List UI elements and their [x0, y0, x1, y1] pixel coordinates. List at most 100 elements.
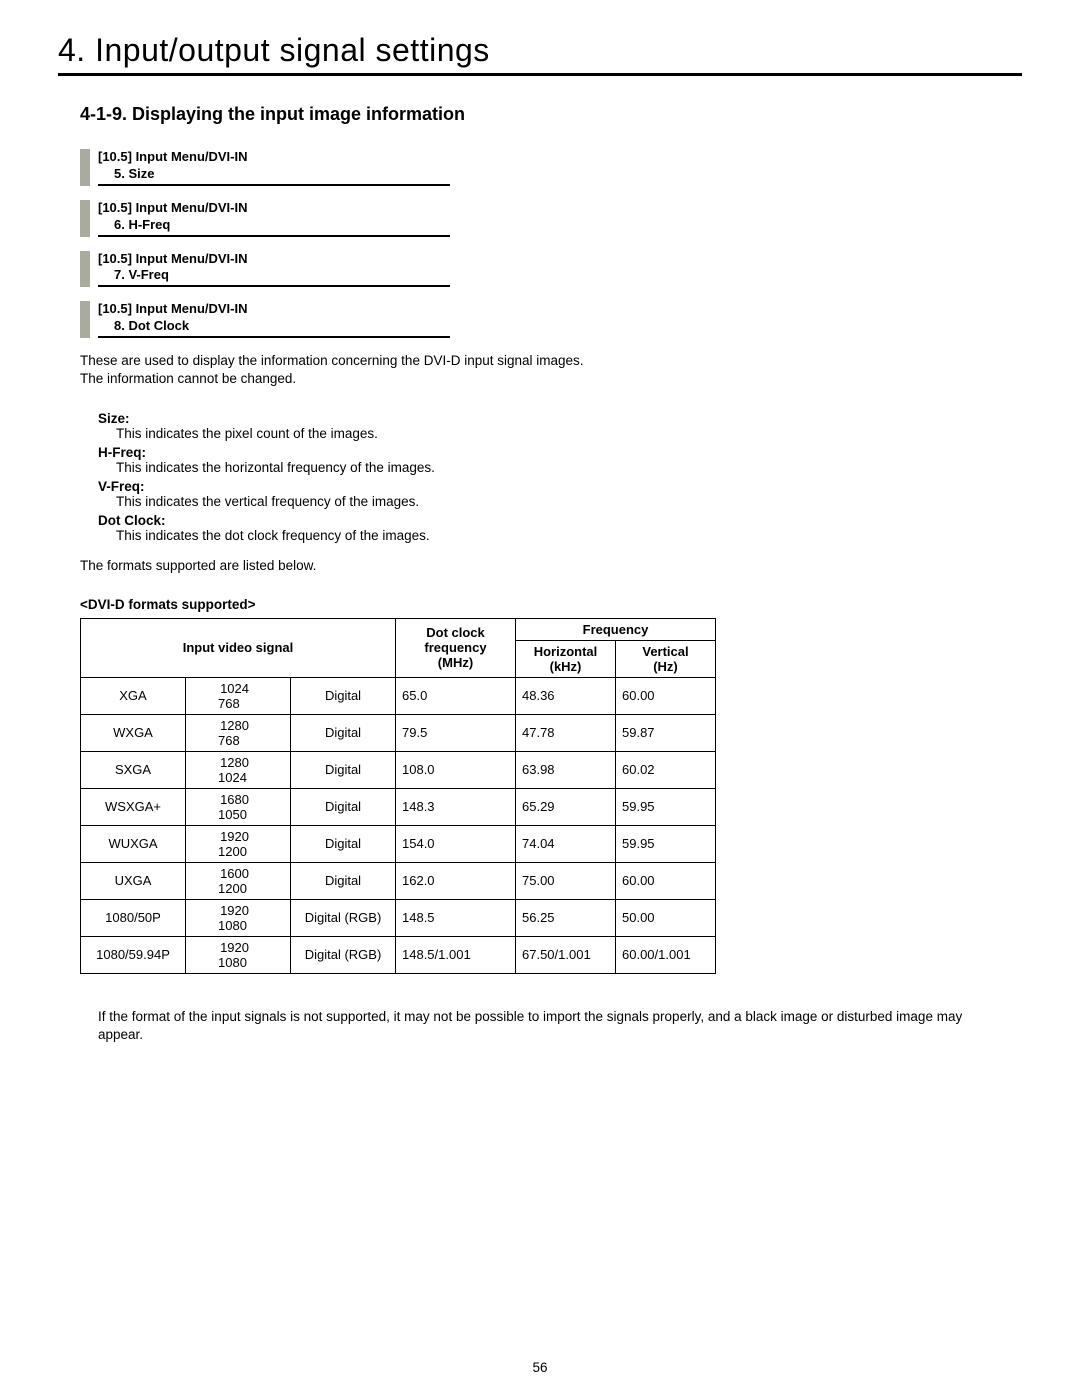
cell-vertical-freq: 60.00	[616, 862, 716, 899]
cell-signal-name: SXGA	[81, 751, 186, 788]
table-row: WSXGA+16801050Digital148.365.2959.95	[81, 788, 716, 825]
cell-signal-type: Digital (RGB)	[291, 899, 396, 936]
chapter-title: 4. Input/output signal settings	[58, 32, 1022, 76]
cell-dot-clock: 79.5	[396, 714, 516, 751]
menu-item: [10.5] Input Menu/DVI-IN6. H-Freq	[80, 200, 450, 237]
definition-term: V-Freq:	[98, 479, 1022, 494]
table-row: UXGA16001200Digital162.075.0060.00	[81, 862, 716, 899]
cell-dot-clock: 148.5	[396, 899, 516, 936]
cell-resolution: 12801024	[186, 751, 291, 788]
cell-signal-name: 1080/50P	[81, 899, 186, 936]
th-vertical: Vertical(Hz)	[616, 640, 716, 677]
menu-item: [10.5] Input Menu/DVI-IN8. Dot Clock	[80, 301, 450, 338]
dvi-formats-table: Input video signal Dot clock frequency(M…	[80, 618, 716, 974]
cell-signal-type: Digital	[291, 714, 396, 751]
definition-description: This indicates the horizontal frequency …	[116, 460, 1022, 475]
menu-accent-bar	[80, 200, 90, 237]
cell-vertical-freq: 60.02	[616, 751, 716, 788]
table-row: SXGA12801024Digital108.063.9860.02	[81, 751, 716, 788]
intro-paragraph: These are used to display the informatio…	[80, 352, 1022, 388]
th-frequency: Frequency	[516, 618, 716, 640]
definition-term: Size:	[98, 411, 1022, 426]
menu-path: [10.5] Input Menu/DVI-IN	[80, 301, 450, 318]
cell-horizontal-freq: 67.50/1.001	[516, 936, 616, 973]
cell-vertical-freq: 59.95	[616, 825, 716, 862]
footnote: If the format of the input signals is no…	[98, 1008, 1000, 1044]
cell-signal-name: WSXGA+	[81, 788, 186, 825]
cell-resolution: 19201200	[186, 825, 291, 862]
cell-horizontal-freq: 63.98	[516, 751, 616, 788]
menu-underline	[98, 336, 450, 338]
cell-signal-name: WXGA	[81, 714, 186, 751]
page-number: 56	[0, 1360, 1080, 1375]
menu-path: [10.5] Input Menu/DVI-IN	[80, 251, 450, 268]
definition-description: This indicates the dot clock frequency o…	[116, 528, 1022, 543]
cell-horizontal-freq: 47.78	[516, 714, 616, 751]
menu-underline	[98, 235, 450, 237]
menu-underline	[98, 285, 450, 287]
cell-horizontal-freq: 56.25	[516, 899, 616, 936]
intro-line-2: The information cannot be changed.	[80, 371, 296, 386]
cell-signal-type: Digital	[291, 788, 396, 825]
table-title: <DVI-D formats supported>	[80, 597, 1022, 612]
cell-signal-type: Digital (RGB)	[291, 936, 396, 973]
th-dot-clock: Dot clock frequency(MHz)	[396, 618, 516, 677]
cell-resolution: 19201080	[186, 899, 291, 936]
menu-item: [10.5] Input Menu/DVI-IN5. Size	[80, 149, 450, 186]
cell-vertical-freq: 60.00/1.001	[616, 936, 716, 973]
th-horizontal: Horizontal(kHz)	[516, 640, 616, 677]
cell-horizontal-freq: 74.04	[516, 825, 616, 862]
cell-vertical-freq: 60.00	[616, 677, 716, 714]
cell-dot-clock: 65.0	[396, 677, 516, 714]
definition-description: This indicates the vertical frequency of…	[116, 494, 1022, 509]
menu-setting: 6. H-Freq	[80, 217, 450, 234]
table-row: WXGA1280768Digital79.547.7859.87	[81, 714, 716, 751]
intro-line-1: These are used to display the informatio…	[80, 353, 584, 368]
cell-dot-clock: 154.0	[396, 825, 516, 862]
definition-term: H-Freq:	[98, 445, 1022, 460]
cell-horizontal-freq: 65.29	[516, 788, 616, 825]
cell-vertical-freq: 59.87	[616, 714, 716, 751]
cell-resolution: 16801050	[186, 788, 291, 825]
definition-term: Dot Clock:	[98, 513, 1022, 528]
definition-description: This indicates the pixel count of the im…	[116, 426, 1022, 441]
cell-resolution: 1280768	[186, 714, 291, 751]
cell-signal-type: Digital	[291, 862, 396, 899]
cell-signal-type: Digital	[291, 825, 396, 862]
cell-signal-name: UXGA	[81, 862, 186, 899]
cell-resolution: 1024768	[186, 677, 291, 714]
menu-item: [10.5] Input Menu/DVI-IN7. V-Freq	[80, 251, 450, 288]
cell-resolution: 19201080	[186, 936, 291, 973]
cell-signal-name: 1080/59.94P	[81, 936, 186, 973]
cell-signal-name: WUXGA	[81, 825, 186, 862]
cell-signal-name: XGA	[81, 677, 186, 714]
cell-signal-type: Digital	[291, 677, 396, 714]
menu-setting: 7. V-Freq	[80, 267, 450, 284]
menu-path: [10.5] Input Menu/DVI-IN	[80, 200, 450, 217]
table-row: WUXGA19201200Digital154.074.0459.95	[81, 825, 716, 862]
formats-intro: The formats supported are listed below.	[80, 557, 1022, 575]
cell-horizontal-freq: 48.36	[516, 677, 616, 714]
cell-dot-clock: 148.5/1.001	[396, 936, 516, 973]
menu-setting: 5. Size	[80, 166, 450, 183]
menu-setting: 8. Dot Clock	[80, 318, 450, 335]
cell-horizontal-freq: 75.00	[516, 862, 616, 899]
menu-path: [10.5] Input Menu/DVI-IN	[80, 149, 450, 166]
table-row: 1080/59.94P19201080Digital (RGB)148.5/1.…	[81, 936, 716, 973]
menu-underline	[98, 184, 450, 186]
cell-resolution: 16001200	[186, 862, 291, 899]
menu-accent-bar	[80, 149, 90, 186]
cell-vertical-freq: 59.95	[616, 788, 716, 825]
definitions-list: Size:This indicates the pixel count of t…	[98, 411, 1022, 543]
menu-accent-bar	[80, 301, 90, 338]
section-title: 4-1-9. Displaying the input image inform…	[80, 104, 1022, 125]
cell-dot-clock: 108.0	[396, 751, 516, 788]
menu-accent-bar	[80, 251, 90, 288]
table-row: 1080/50P19201080Digital (RGB)148.556.255…	[81, 899, 716, 936]
cell-signal-type: Digital	[291, 751, 396, 788]
table-row: XGA1024768Digital65.048.3660.00	[81, 677, 716, 714]
cell-vertical-freq: 50.00	[616, 899, 716, 936]
cell-dot-clock: 162.0	[396, 862, 516, 899]
cell-dot-clock: 148.3	[396, 788, 516, 825]
th-input-signal: Input video signal	[81, 618, 396, 677]
